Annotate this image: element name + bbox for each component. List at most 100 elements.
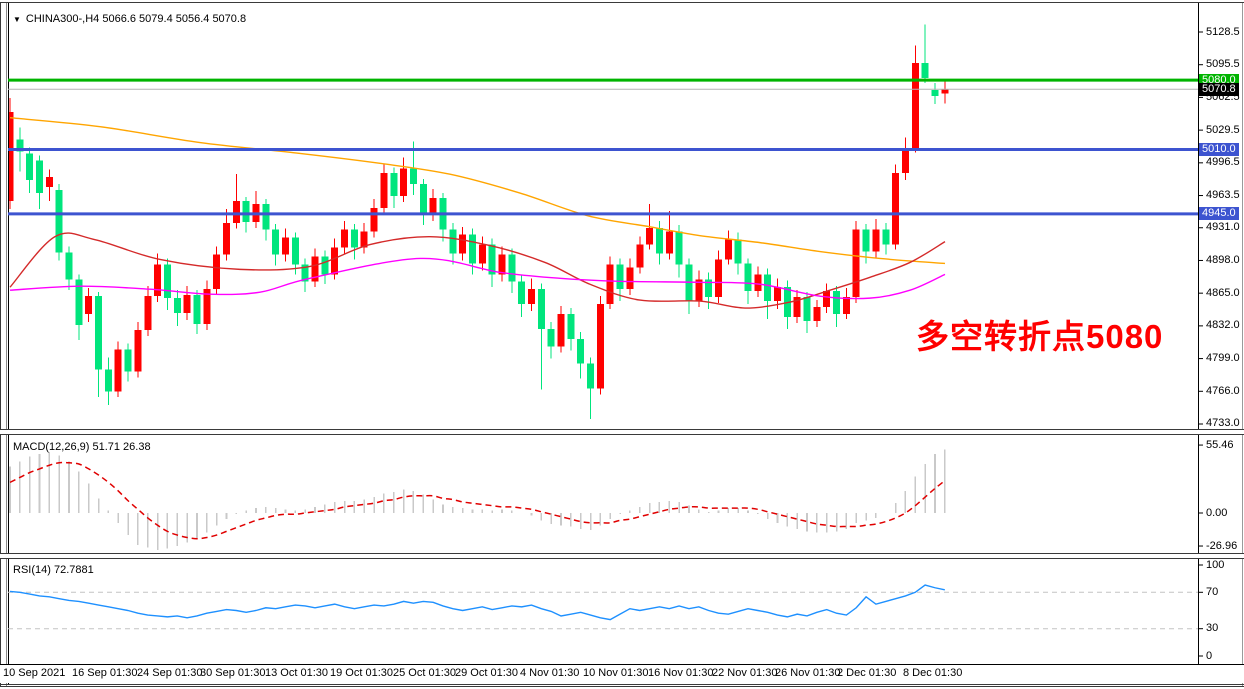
- candle-body: [419, 184, 427, 214]
- annotation-text[interactable]: 多空转折点5080: [916, 318, 1164, 355]
- candle: [518, 274, 526, 317]
- candle-body: [331, 247, 339, 275]
- candle-body: [833, 291, 841, 314]
- candle: [901, 137, 909, 181]
- panel-splitter-macd-rsi[interactable]: [0, 553, 1244, 559]
- candle-body: [911, 63, 919, 149]
- candle: [400, 157, 408, 202]
- candle: [85, 288, 93, 322]
- candle-body: [301, 264, 309, 282]
- main-panel[interactable]: [7, 24, 949, 420]
- symbol-dropdown-icon[interactable]: ▼: [13, 14, 21, 24]
- price-badge: 5070.8: [1199, 82, 1239, 96]
- candle-body: [793, 297, 801, 317]
- candle-body: [567, 313, 575, 339]
- candle-body: [163, 264, 171, 299]
- candle-body: [232, 200, 240, 223]
- candle: [252, 191, 260, 228]
- candle: [596, 296, 604, 395]
- price-tick-label: 5029.5: [1206, 123, 1240, 136]
- time-tick-label: 26 Nov 01:30: [775, 667, 841, 679]
- candle: [714, 250, 722, 304]
- candle: [528, 278, 536, 312]
- candle: [911, 45, 919, 153]
- price-badge: 4945.0: [1199, 207, 1239, 221]
- candle: [380, 163, 388, 214]
- candle-body: [557, 313, 565, 347]
- candle: [360, 222, 368, 254]
- candle-body: [134, 329, 142, 372]
- candle: [45, 169, 53, 201]
- candle: [882, 222, 890, 255]
- candle-body: [114, 349, 122, 392]
- candle: [685, 258, 693, 314]
- price-tick-label: -26.96: [1206, 539, 1238, 552]
- candle-body: [75, 279, 83, 325]
- candle: [213, 246, 221, 295]
- candle-body: [626, 267, 634, 290]
- candle-body: [616, 264, 624, 290]
- time-scale[interactable]: 10 Sep 2021 16 Sep 01:30 24 Sep 01:30 30 Se…: [0, 665, 1244, 683]
- time-tick-label: 8 Dec 01:30: [903, 667, 963, 679]
- panel-splitter-main-macd[interactable]: [0, 429, 1244, 435]
- price-badge: 5010.0: [1199, 142, 1239, 156]
- rsi-indicator-label: RSI(14) 72.7881: [13, 564, 94, 576]
- chart-title-row: ▼ CHINA300-,H4 5066.6 5079.4 5056.4 5070…: [13, 13, 246, 25]
- candle-body: [144, 296, 152, 330]
- price-scale[interactable]: 5128.5 5095.5 5062.5 5029.5 4996.5 4963.5 4931…: [1199, 4, 1244, 684]
- price-tick-label: 5062.5: [1206, 90, 1240, 103]
- candle-body: [547, 328, 555, 347]
- time-tick-label: 10 Nov 01:30: [583, 667, 649, 679]
- candle-body: [16, 139, 24, 152]
- candle-body: [45, 177, 53, 188]
- rsi-panel[interactable]: [8, 584, 1198, 630]
- candle: [941, 80, 949, 104]
- candle-body: [350, 229, 358, 248]
- candle-body: [55, 190, 63, 253]
- candle: [419, 179, 427, 225]
- candle: [173, 290, 181, 326]
- candle-body: [655, 227, 663, 254]
- time-tick-label: 22 Nov 01:30: [712, 667, 778, 679]
- candle: [537, 283, 545, 390]
- candle: [724, 230, 732, 265]
- candle: [183, 286, 191, 320]
- candle: [222, 208, 230, 261]
- candle: [154, 253, 162, 303]
- candle-body: [754, 274, 762, 292]
- candle-body: [646, 227, 654, 245]
- candle: [459, 226, 467, 261]
- macd-histogram: [9, 449, 946, 550]
- candle-body: [65, 252, 73, 280]
- candle: [232, 174, 240, 229]
- candle: [577, 331, 585, 379]
- candle-body: [921, 63, 929, 79]
- candle: [931, 83, 939, 104]
- moving-averages: [9, 117, 946, 309]
- candle: [291, 232, 299, 275]
- candle-body: [764, 274, 772, 302]
- candle-body: [941, 89, 949, 94]
- candle-body: [104, 369, 112, 392]
- candle: [783, 280, 791, 329]
- ma-fast-line: [9, 257, 946, 300]
- candle: [754, 266, 762, 298]
- candle-body: [872, 229, 880, 252]
- candle-body: [173, 298, 181, 313]
- time-tick-label: 25 Oct 01:30: [393, 667, 456, 679]
- macd-panel[interactable]: [9, 449, 946, 550]
- candle-body: [360, 231, 368, 248]
- candle-body: [724, 239, 732, 260]
- price-tick-label: 4996.5: [1206, 156, 1240, 169]
- candle-body: [931, 89, 939, 96]
- candle: [193, 290, 201, 334]
- candle-body: [213, 254, 221, 290]
- price-tick-label: 100: [1206, 558, 1225, 571]
- candle-body: [488, 244, 496, 275]
- candle-body: [242, 200, 250, 222]
- candle: [803, 292, 811, 333]
- candle: [626, 258, 634, 296]
- candle-body: [882, 229, 890, 245]
